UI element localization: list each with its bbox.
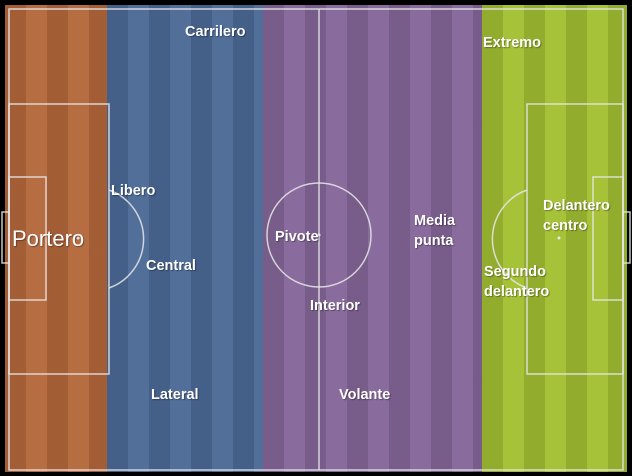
label-media-punta: Media punta: [414, 211, 455, 251]
center-spot: [317, 233, 321, 237]
label-delantero-centro-line1: Delantero: [543, 198, 610, 214]
attack-zone: [482, 5, 627, 472]
right-penalty-spot: [557, 236, 561, 240]
label-media-punta-line1: Media: [414, 213, 456, 229]
left-penalty-arc: [108, 189, 145, 289]
left-penalty-spot: [76, 236, 80, 240]
label-volante: Volante: [339, 387, 391, 403]
label-segundo-delantero-line2: delantero: [484, 284, 550, 300]
label-extremo: Extremo: [483, 35, 542, 51]
label-delantero-centro: Delantero centro: [543, 196, 610, 236]
label-segundo-delantero-line1: Segundo: [484, 264, 547, 280]
label-portero: Portero: [12, 226, 85, 251]
left-goal: [1, 211, 10, 264]
label-carrilero: Carrilero: [185, 24, 246, 40]
label-pivote: Pivote: [275, 229, 319, 245]
label-libero: Libero: [111, 183, 156, 199]
center-circle: [266, 182, 372, 288]
right-penalty-arc: [491, 189, 528, 289]
label-segundo-delantero: Segundo delantero: [484, 262, 549, 302]
midfield-zone: [263, 5, 482, 472]
label-lateral: Lateral: [151, 387, 199, 403]
label-central: Central: [146, 258, 196, 274]
goalkeeper-zone: [5, 5, 107, 472]
label-interior: Interior: [310, 298, 360, 314]
label-delantero-centro-line2: centro: [543, 218, 588, 234]
right-penalty-area: [526, 103, 624, 375]
defense-zone: [107, 5, 263, 472]
label-media-punta-line2: punta: [414, 233, 454, 249]
right-goal: [622, 211, 631, 264]
